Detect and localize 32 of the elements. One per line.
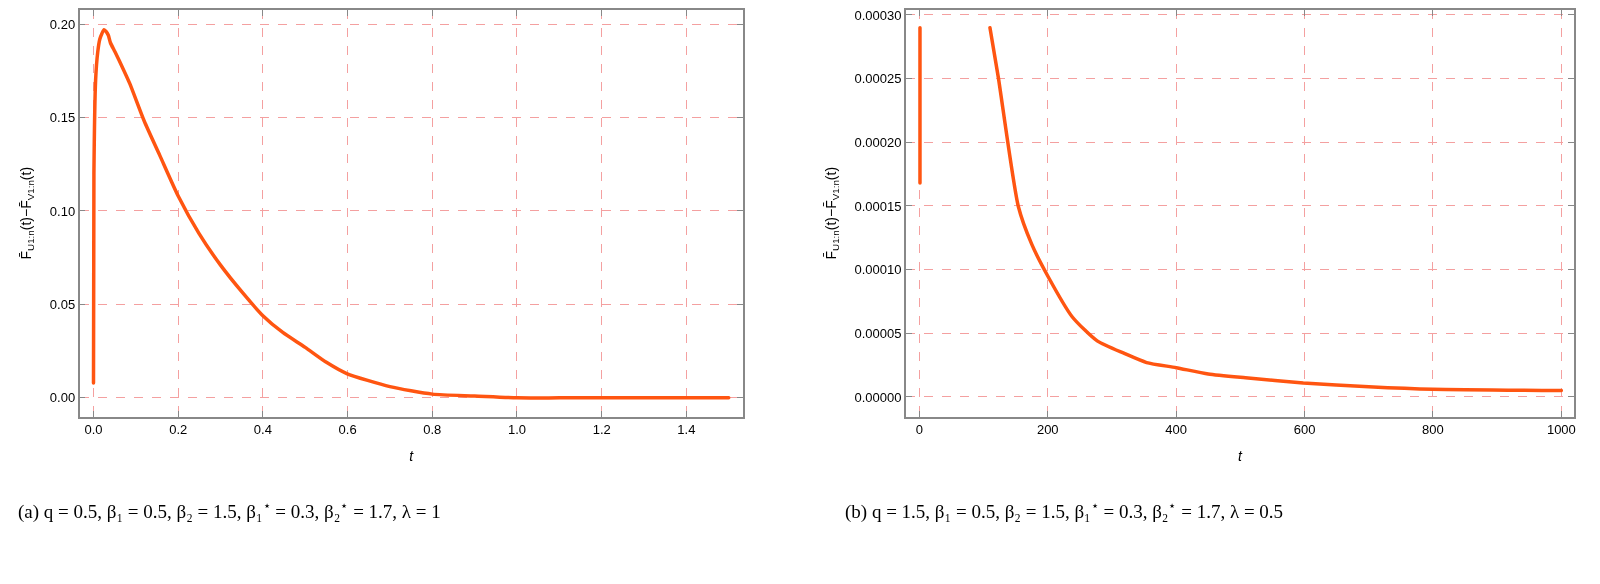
text: (b) q = 1.5, β₁ = 0.5, β₂ = 1.5, β₁$^{⋆}$ = 0.3, β₂$^{⋆}$ = 1.7, λ = 0.5 bbox=[845, 498, 1284, 523]
x-axis-title: t bbox=[409, 447, 415, 464]
x-tick-label: 0.6 bbox=[338, 421, 357, 437]
line-series bbox=[91, 27, 731, 400]
y-tick-label: 0.00020 bbox=[854, 134, 902, 150]
y-tick-label: 0.20 bbox=[49, 16, 76, 32]
y-tick-label: 0.00005 bbox=[854, 325, 902, 341]
y-tick-label: 0.05 bbox=[49, 296, 76, 312]
x-tick-label: 0.2 bbox=[169, 421, 188, 437]
x-tick-label: 200 bbox=[1036, 421, 1059, 437]
x-axis-title: t bbox=[1238, 447, 1244, 464]
x-tick-label: 400 bbox=[1165, 421, 1187, 437]
y-tick-label: 0.00 bbox=[49, 390, 76, 406]
y-tick-label: 0.00015 bbox=[854, 198, 902, 214]
x-tick-label: 1.2 bbox=[592, 421, 611, 437]
line-series bbox=[988, 25, 1564, 393]
y-tick-label: 0.00025 bbox=[854, 71, 902, 87]
x-tick-label: 0.8 bbox=[423, 421, 442, 437]
x-tick-label: 0 bbox=[915, 421, 923, 437]
y-tick-label: 0.00000 bbox=[854, 389, 902, 405]
y-tick-label: 0.00010 bbox=[854, 262, 902, 278]
text: (a) q = 0.5, β₁ = 0.5, β₂ = 1.5, β₁$^{⋆}$ = 0.3, β₂$^{⋆}$ = 1.7, λ = 1 bbox=[18, 498, 441, 523]
y-tick-label: 0.00030 bbox=[854, 7, 902, 23]
x-tick-label: 800 bbox=[1422, 421, 1444, 437]
y-tick-label: 0.10 bbox=[49, 203, 76, 219]
y-tick-label: 0.15 bbox=[49, 110, 76, 126]
x-tick-label: 1000 bbox=[1546, 421, 1576, 437]
x-tick-label: 0.4 bbox=[253, 421, 272, 437]
x-tick-label: 1.4 bbox=[677, 421, 696, 437]
x-tick-label: 600 bbox=[1293, 421, 1316, 437]
x-tick-label: 0.0 bbox=[84, 421, 103, 437]
x-tick-label: 1.0 bbox=[507, 421, 527, 437]
